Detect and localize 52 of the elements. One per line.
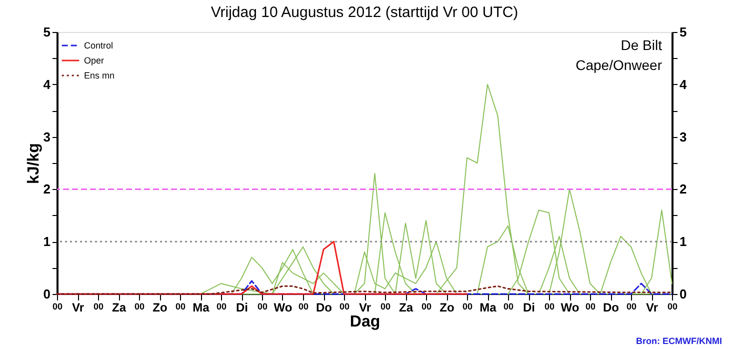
x-tick-label: Ma — [192, 300, 210, 314]
y2-tick-label: 1 — [680, 234, 687, 250]
x-axis-title: Dag — [350, 314, 380, 330]
x-tick-label: 00 — [257, 302, 268, 312]
x-tick-label: Vr — [72, 300, 84, 314]
x-tick-label: Vr — [358, 300, 372, 314]
y-tick-label: 0 — [43, 286, 50, 302]
annotation: Cape/Onweer — [576, 57, 662, 73]
x-tick-label: 00 — [626, 302, 637, 312]
x-tick-label: 00 — [52, 302, 63, 312]
x-tick-label: 00 — [585, 302, 596, 312]
y2-tick-label: 4 — [680, 76, 688, 92]
x-tick-label: 00 — [421, 302, 432, 312]
y-tick-label: 1 — [43, 234, 50, 250]
chart-title: Vrijdag 10 Augustus 2012 (starttijd Vr 00 UTC) — [210, 4, 518, 21]
x-tick-label: Vr — [646, 300, 658, 314]
y2-tick-label: 2 — [680, 182, 687, 197]
x-tick-label: 00 — [216, 302, 227, 312]
x-tick-label: Do — [316, 300, 332, 314]
y2-tick-label: 0 — [680, 286, 687, 302]
text: Bron: ECMWF/KNMI — [636, 336, 722, 346]
x-tick-label: Do — [603, 300, 619, 314]
y-tick-label: 5 — [43, 24, 50, 40]
y-tick-label: 2 — [43, 182, 50, 197]
x-tick-label: Za — [112, 300, 126, 314]
y2-tick-label: 5 — [680, 24, 687, 40]
x-tick-label: 00 — [339, 302, 350, 312]
x-tick-label: 00 — [93, 302, 104, 312]
x-tick-label: 00 — [175, 302, 186, 312]
x-tick-label: Wo — [274, 300, 292, 314]
x-tick-label: Di — [523, 300, 535, 314]
x-tick-label: 00 — [544, 302, 555, 312]
y-axis-title: kJ/kg — [25, 143, 42, 184]
x-tick-label: 00 — [134, 302, 145, 312]
legend-label: Control — [84, 40, 114, 50]
legend-label: Ens mn — [84, 70, 115, 80]
x-tick-label: Di — [236, 300, 248, 314]
y-tick-label: 4 — [43, 76, 52, 92]
x-tick-label: 00 — [462, 302, 473, 312]
legend-label: Oper — [84, 56, 104, 66]
x-tick-label: 00 — [298, 302, 309, 312]
y2-tick-label: 3 — [680, 129, 687, 144]
x-tick-label: Zo — [152, 300, 168, 314]
x-tick-label: Ma — [480, 300, 497, 314]
x-tick-label: Wo — [560, 300, 580, 314]
y-tick-label: 3 — [43, 129, 50, 144]
x-tick-label: 00 — [380, 302, 391, 312]
annotation: De Bilt — [620, 37, 662, 53]
x-tick-label: Zo — [440, 300, 454, 314]
x-tick-label: 00 — [503, 302, 514, 312]
x-tick-label: 00 — [667, 302, 678, 312]
x-tick-label: Za — [398, 300, 414, 314]
